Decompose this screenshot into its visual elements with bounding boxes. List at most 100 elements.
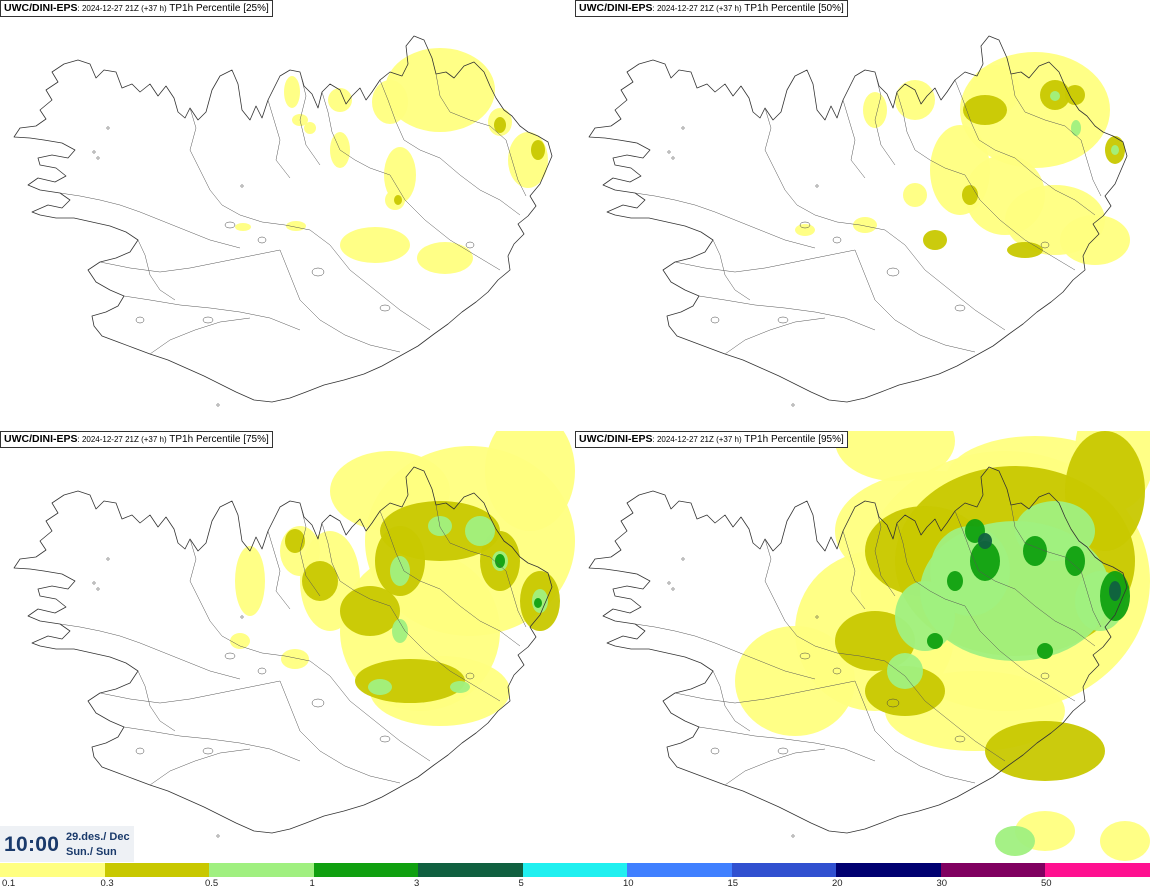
panel-title: UWC/DINI-EPS: 2024-12-27 21Z (+37 h) TP1… [575,431,848,448]
road-line [99,680,281,704]
precip-area [835,431,955,481]
precip-area [895,581,955,651]
precip-area [340,586,400,636]
lake-outline [886,698,900,708]
precip-area [368,679,392,695]
precip-area [230,633,250,649]
road-line [764,538,798,637]
precip-area [534,598,542,608]
road-line [221,635,431,762]
road-line [299,71,321,166]
legend-tick-label: 0.1 [2,878,16,889]
valid-date-line1: 29.des./ Dec [66,831,130,843]
precip-area [1037,643,1053,659]
iceland-coastline [13,466,553,834]
islet [92,150,96,154]
islet [791,403,795,407]
precip-area [385,48,495,132]
precip-area [495,554,505,568]
islet [681,126,685,130]
road-line [964,174,1076,271]
panel-title: UWC/DINI-EPS: 2024-12-27 21Z (+37 h) TP1… [575,0,848,17]
road-line [321,522,391,607]
legend-tick-label: 1 [309,878,315,889]
road-line [149,317,251,355]
iceland-coastline [13,35,553,403]
islet [667,581,671,585]
legend-swatch [418,863,523,877]
islet [667,150,671,154]
road-line [854,680,976,784]
road-line [189,538,223,637]
islet [216,403,220,407]
road-line [796,204,1006,331]
road-line [137,239,176,301]
road-line [189,107,223,206]
precip-area [887,653,923,689]
legend-swatch [1045,863,1150,877]
road-line [842,530,866,610]
road-line [796,635,1006,762]
road-line [954,510,1016,590]
road-line [389,174,501,271]
precip-area [390,556,410,586]
lake-outline [710,747,720,755]
road-line [379,510,441,590]
road-line [439,588,521,647]
precip-area [923,230,947,250]
lake-outline [257,236,267,244]
legend-tick-label: 30 [936,878,948,889]
precip-area [281,649,309,669]
road-line [1010,504,1082,572]
lake-outline [1040,672,1050,680]
legend-tick-label: 3 [414,878,420,889]
lake-outline [202,747,214,755]
road-line [634,623,816,680]
road-line [1010,73,1082,141]
road-line [698,295,876,331]
islet [240,184,244,188]
islet [791,834,795,838]
islet [671,587,675,591]
precip-area [235,546,265,616]
panel-title: UWC/DINI-EPS: 2024-12-27 21Z (+37 h) TP1… [0,0,273,17]
lake-outline [954,304,966,312]
road-line [435,73,507,141]
islet [216,834,220,838]
road-line [389,605,501,702]
islet [815,615,819,619]
road-line [299,502,321,597]
precip-area [985,721,1105,781]
precip-area [1065,546,1085,576]
lake-outline [257,667,267,675]
legend-swatch [731,863,837,877]
precipitation-map [0,431,575,861]
lake-outline [832,236,842,244]
road-line [221,204,431,331]
legend-swatch [836,863,941,877]
precip-area [235,223,251,231]
map-panel-p75: UWC/DINI-EPS: 2024-12-27 21Z (+37 h) TP1… [0,431,575,861]
islet [106,126,110,130]
precip-area [1071,120,1081,136]
islet [92,581,96,585]
lake-outline [954,735,966,743]
precip-area [328,88,352,112]
lake-outline [465,241,475,249]
precip-area [285,529,305,553]
precip-area [304,122,316,134]
islet [96,156,100,160]
road-line [321,91,391,176]
precipitation-map [575,0,1150,430]
lake-outline [379,304,391,312]
precip-area [927,633,943,649]
precip-area [835,611,915,671]
road-line [123,295,301,331]
precip-area [450,681,470,693]
road-line [698,726,876,762]
road-line [439,157,521,216]
islet [96,587,100,591]
road-line [379,79,441,159]
legend-swatch [627,863,732,877]
map-background [0,0,575,430]
